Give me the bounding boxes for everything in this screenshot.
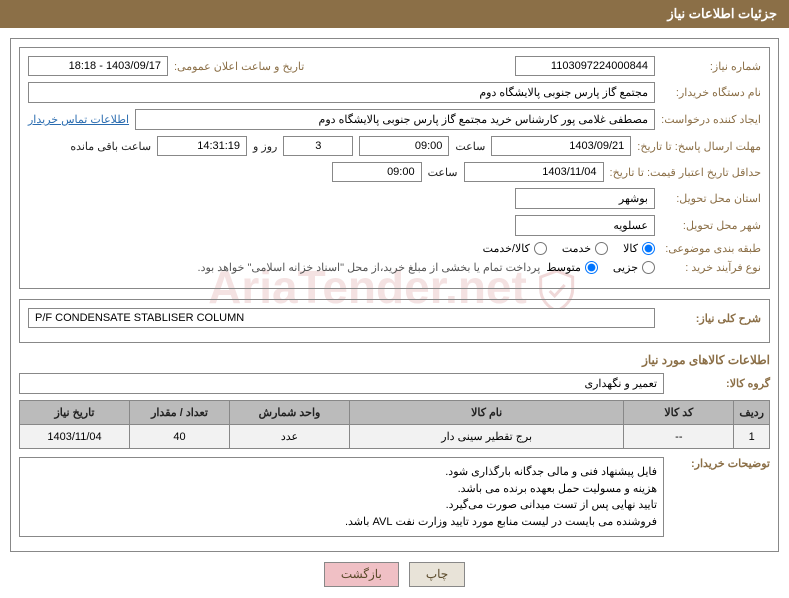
th-code: کد کالا <box>624 401 734 425</box>
radio-kala-label: کالا <box>623 242 638 255</box>
province-label: استان محل تحویل: <box>661 192 761 205</box>
validity-date: 1403/11/04 <box>464 162 604 182</box>
desc-section: شرح کلی نیاز: P/F CONDENSATE STABLISER C… <box>19 299 770 343</box>
note-line: تایید نهایی پس از تست میدانی صورت می‌گیر… <box>26 497 657 514</box>
radio-partial-label: جزیی <box>613 261 638 274</box>
td-row: 1 <box>734 425 770 449</box>
note-line: فایل پیشنهاد فنی و مالی جدگانه بارگذاری … <box>26 464 657 481</box>
deadline-time: 09:00 <box>359 136 449 156</box>
table-row: 1 -- برج تقطیر سینی دار عدد 40 1403/11/0… <box>20 425 770 449</box>
radio-both[interactable]: کالا/خدمت <box>483 242 547 255</box>
button-row: چاپ بازگشت <box>0 562 789 587</box>
th-unit: واحد شمارش <box>230 401 350 425</box>
td-name: برج تقطیر سینی دار <box>350 425 624 449</box>
remain-time: 14:31:19 <box>157 136 247 156</box>
back-button[interactable]: بازگشت <box>324 562 399 587</box>
city: عسلویه <box>515 215 655 236</box>
payment-note: پرداخت تمام یا بخشی از مبلغ خرید،از محل … <box>198 261 541 274</box>
province: بوشهر <box>515 188 655 209</box>
deadline-date: 1403/09/21 <box>491 136 631 156</box>
notes-label: توضیحات خریدار: <box>670 457 770 470</box>
category-label: طبقه بندی موضوعی: <box>661 242 761 255</box>
th-qty: تعداد / مقدار <box>130 401 230 425</box>
radio-khadamat[interactable]: خدمت <box>562 242 608 255</box>
td-unit: عدد <box>230 425 350 449</box>
requester-label: ایجاد کننده درخواست: <box>661 113 761 126</box>
notes-box: فایل پیشنهاد فنی و مالی جدگانه بارگذاری … <box>19 457 664 537</box>
group-value: تعمیر و نگهداری <box>19 373 664 394</box>
print-button[interactable]: چاپ <box>409 562 465 587</box>
note-line: هزینه و مسولیت حمل بعهده برنده می باشد. <box>26 481 657 498</box>
radio-kala[interactable]: کالا <box>623 242 655 255</box>
category-radios: کالا خدمت کالا/خدمت <box>483 242 655 255</box>
need-number: 1103097224000844 <box>515 56 655 76</box>
items-table: ردیف کد کالا نام کالا واحد شمارش تعداد /… <box>19 400 770 449</box>
radio-kala-input[interactable] <box>642 242 655 255</box>
validity-time: 09:00 <box>332 162 422 182</box>
th-date: تاریخ نیاز <box>20 401 130 425</box>
desc-label: شرح کلی نیاز: <box>661 312 761 325</box>
td-qty: 40 <box>130 425 230 449</box>
city-label: شهر محل تحویل: <box>661 219 761 232</box>
days-and: روز و <box>253 140 277 153</box>
contact-link[interactable]: اطلاعات تماس خریدار <box>28 113 129 126</box>
radio-medium[interactable]: متوسط <box>546 261 598 274</box>
radio-medium-label: متوسط <box>546 261 581 274</box>
validity-label: حداقل تاریخ اعتبار قیمت: تا تاریخ: <box>610 166 761 179</box>
process-radios: جزیی متوسط <box>546 261 655 274</box>
time-label-1: ساعت <box>455 140 485 153</box>
requester: مصطفی غلامی پور کارشناس خرید مجتمع گاز پ… <box>135 109 655 130</box>
details-section: شماره نیاز: 1103097224000844 تاریخ و ساع… <box>19 47 770 289</box>
process-label: نوع فرآیند خرید : <box>661 261 761 274</box>
items-title: اطلاعات کالاهای مورد نیاز <box>19 353 770 367</box>
note-line: فروشنده می بایست در لیست منابع مورد تایی… <box>26 514 657 531</box>
time-label-2: ساعت <box>428 166 458 179</box>
announce-label: تاریخ و ساعت اعلان عمومی: <box>174 60 304 73</box>
deadline-label: مهلت ارسال پاسخ: تا تاریخ: <box>637 140 761 153</box>
radio-both-input[interactable] <box>534 242 547 255</box>
table-header-row: ردیف کد کالا نام کالا واحد شمارش تعداد /… <box>20 401 770 425</box>
desc-value: P/F CONDENSATE STABLISER COLUMN <box>28 308 655 328</box>
radio-both-label: کالا/خدمت <box>483 242 530 255</box>
buyer-org: مجتمع گاز پارس جنوبی پالایشگاه دوم <box>28 82 655 103</box>
radio-medium-input[interactable] <box>585 261 598 274</box>
radio-khadamat-label: خدمت <box>562 242 591 255</box>
days-value: 3 <box>283 136 353 156</box>
radio-partial[interactable]: جزیی <box>613 261 655 274</box>
remain-label: ساعت باقی مانده <box>70 140 151 153</box>
td-date: 1403/11/04 <box>20 425 130 449</box>
main-form: شماره نیاز: 1103097224000844 تاریخ و ساع… <box>10 38 779 552</box>
page-header: جزئیات اطلاعات نیاز <box>0 0 789 28</box>
radio-khadamat-input[interactable] <box>595 242 608 255</box>
need-number-label: شماره نیاز: <box>661 60 761 73</box>
buyer-org-label: نام دستگاه خریدار: <box>661 86 761 99</box>
th-name: نام کالا <box>350 401 624 425</box>
th-row: ردیف <box>734 401 770 425</box>
radio-partial-input[interactable] <box>642 261 655 274</box>
announce-value: 1403/09/17 - 18:18 <box>28 56 168 76</box>
group-label: گروه کالا: <box>670 377 770 390</box>
td-code: -- <box>624 425 734 449</box>
